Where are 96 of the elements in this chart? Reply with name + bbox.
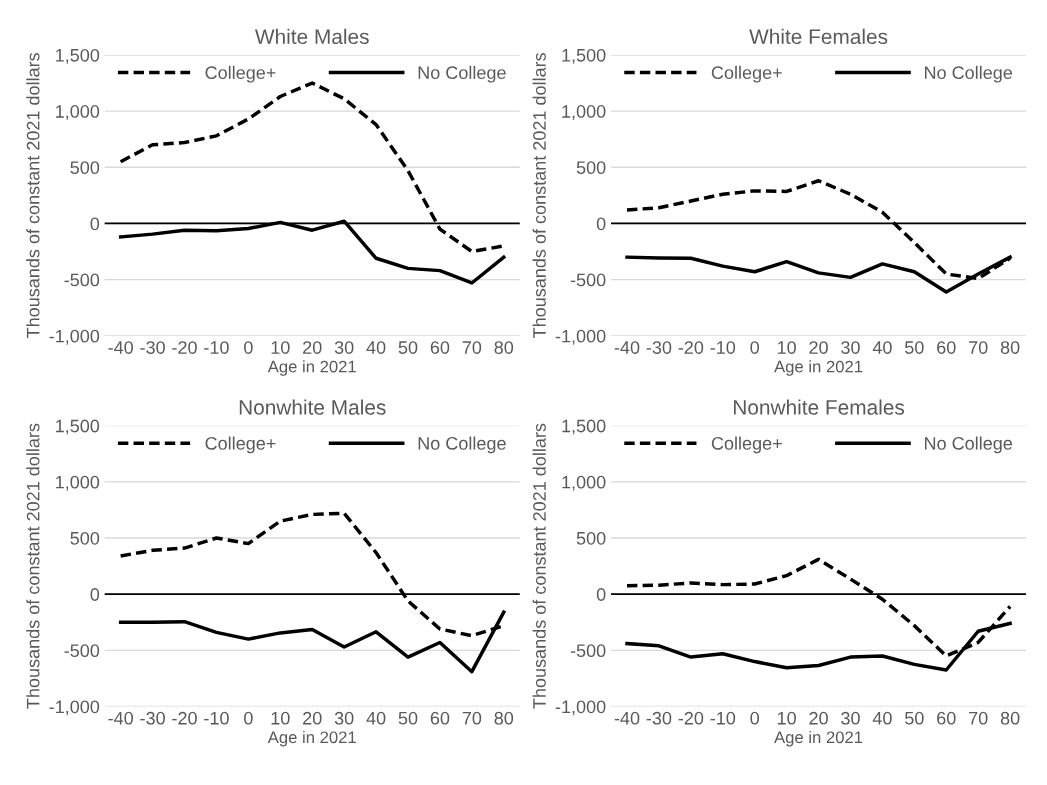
x-tick-label: 0 <box>244 711 253 725</box>
y-tick-label: 500 <box>70 531 100 545</box>
y-axis-title: Thousands of constant 2021 dollars <box>26 423 40 709</box>
x-tick-label: -10 <box>710 341 736 354</box>
x-tick-label: -30 <box>140 341 165 354</box>
y-tick-label: -1,000 <box>555 700 606 716</box>
x-tick-label: 10 <box>777 341 796 354</box>
x-tick-label: 30 <box>334 711 354 725</box>
chart-title: Nonwhite Females <box>734 399 905 415</box>
x-tick-label: -30 <box>646 341 672 354</box>
x-tick-label: -30 <box>646 711 672 725</box>
legend-label: College+ <box>711 436 782 454</box>
y-tick-label: 1,500 <box>562 419 606 435</box>
y-tick-label: 500 <box>576 161 606 175</box>
x-tick-label: -10 <box>710 711 736 725</box>
x-axis-title: Age in 2021 <box>267 360 356 376</box>
legend-label: No College <box>418 436 506 454</box>
x-tick-label: -40 <box>614 711 640 725</box>
y-tick-label: 1,500 <box>56 419 100 435</box>
x-tick-label: 20 <box>809 341 828 354</box>
x-tick-label: -20 <box>678 711 704 725</box>
x-tick-label: 30 <box>334 341 354 354</box>
y-tick-label: 1,000 <box>56 105 100 120</box>
y-tick-label: -1,000 <box>49 700 100 716</box>
x-tick-label: 0 <box>244 341 253 354</box>
x-tick-label: -40 <box>108 711 134 725</box>
y-tick-label: 1,000 <box>562 475 606 491</box>
x-tick-label: 10 <box>271 341 290 354</box>
y-tick-label: 500 <box>70 161 100 175</box>
x-tick-label: -20 <box>172 711 197 725</box>
x-tick-label: -30 <box>140 711 165 725</box>
x-axis-title: Age in 2021 <box>774 360 863 376</box>
y-tick-label: 1,000 <box>562 105 606 120</box>
y-tick-label: -500 <box>570 273 606 287</box>
legend-label: College+ <box>711 65 782 83</box>
x-tick-label: -20 <box>678 341 704 354</box>
legend-label: College+ <box>205 65 276 83</box>
y-tick-label: 0 <box>596 588 606 601</box>
y-tick-label: 500 <box>576 531 606 545</box>
x-tick-label: 50 <box>398 711 418 725</box>
x-tick-label: 20 <box>303 711 322 725</box>
x-tick-label: 80 <box>494 711 514 725</box>
x-tick-label: 50 <box>905 341 924 354</box>
x-tick-label: 70 <box>462 341 482 354</box>
y-tick-label: 0 <box>596 217 606 231</box>
y-tick-label: -500 <box>64 273 100 287</box>
y-axis-title: Thousands of constant 2021 dollars <box>532 423 546 709</box>
x-axis-title: Age in 2021 <box>267 730 356 747</box>
x-axis-title: Age in 2021 <box>774 730 863 747</box>
x-tick-label: 70 <box>969 711 988 725</box>
x-tick-label: 50 <box>905 711 924 725</box>
x-tick-label: 0 <box>750 341 760 354</box>
chart-title: White Males <box>255 28 369 45</box>
x-tick-label: 60 <box>937 711 956 725</box>
x-tick-label: 40 <box>366 711 386 725</box>
x-tick-label: 60 <box>430 711 450 725</box>
y-tick-label: -1,000 <box>49 329 100 345</box>
x-tick-label: -40 <box>108 341 134 354</box>
x-tick-label: 20 <box>303 341 322 354</box>
chart-title: Nonwhite Males <box>239 399 386 415</box>
y-tick-label: 0 <box>90 588 100 601</box>
x-tick-label: 10 <box>777 711 796 725</box>
legend-label: No College <box>418 65 506 83</box>
x-tick-label: 20 <box>809 711 828 725</box>
x-tick-label: 30 <box>841 341 860 354</box>
y-tick-label: 1,500 <box>562 48 606 64</box>
y-tick-label: 1,000 <box>56 475 100 491</box>
x-tick-label: 80 <box>494 341 514 354</box>
chart-title: White Females <box>749 28 888 45</box>
legend-label: No College <box>925 436 1013 454</box>
y-tick-label: 0 <box>90 217 100 231</box>
x-tick-label: 70 <box>969 341 988 354</box>
x-tick-label: 40 <box>872 711 892 725</box>
x-tick-label: 0 <box>750 711 760 725</box>
x-tick-label: 70 <box>462 711 482 725</box>
x-tick-label: -40 <box>614 341 640 354</box>
x-tick-label: 30 <box>841 711 860 725</box>
x-tick-label: 60 <box>937 341 956 354</box>
y-tick-label: -500 <box>64 644 100 658</box>
x-tick-label: 60 <box>430 341 450 354</box>
x-tick-label: -10 <box>204 711 229 725</box>
y-axis-title: Thousands of constant 2021 dollars <box>532 52 546 338</box>
x-tick-label: -10 <box>204 341 229 354</box>
x-tick-label: 10 <box>271 711 290 725</box>
x-tick-label: 80 <box>1000 711 1020 725</box>
y-axis-title: Thousands of constant 2021 dollars <box>26 52 40 338</box>
legend-label: College+ <box>205 436 276 454</box>
y-tick-label: 1,500 <box>56 48 100 64</box>
legend-label: No College <box>925 65 1013 83</box>
x-tick-label: 50 <box>398 341 418 354</box>
x-tick-label: 40 <box>872 341 892 354</box>
x-tick-label: 80 <box>1000 341 1020 354</box>
x-tick-label: 40 <box>366 341 386 354</box>
y-tick-label: -500 <box>570 644 606 658</box>
y-tick-label: -1,000 <box>555 329 606 345</box>
x-tick-label: -20 <box>172 341 197 354</box>
